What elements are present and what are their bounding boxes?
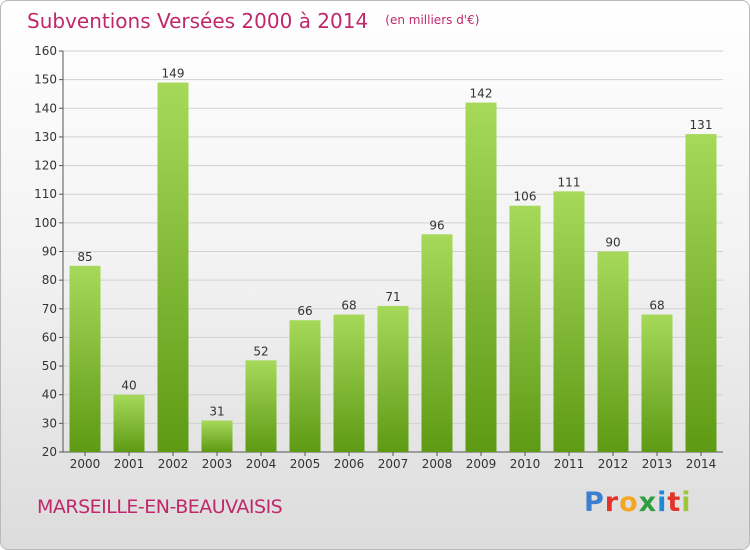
x-tick-label: 2000 bbox=[70, 457, 101, 471]
title-row: Subventions Versées 2000 à 2014 (en mill… bbox=[27, 9, 479, 33]
bar-value-label: 68 bbox=[649, 299, 664, 313]
bar-value-label: 131 bbox=[690, 118, 713, 132]
commune-name: MARSEILLE-EN-BEAUVAISIS bbox=[37, 496, 283, 518]
x-tick-label: 2009 bbox=[466, 457, 497, 471]
logo-letter: t bbox=[667, 487, 682, 518]
y-tick-label: 60 bbox=[42, 330, 57, 344]
x-tick-label: 2001 bbox=[114, 457, 145, 471]
bar-value-label: 149 bbox=[162, 67, 185, 81]
y-tick-label: 90 bbox=[42, 245, 57, 259]
bar-value-label: 85 bbox=[77, 250, 92, 264]
y-tick-label: 120 bbox=[34, 159, 57, 173]
bar-2001 bbox=[113, 394, 145, 452]
x-tick-label: 2011 bbox=[554, 457, 585, 471]
bar-2008 bbox=[421, 234, 453, 452]
bar-2006 bbox=[333, 314, 365, 452]
bar-2000 bbox=[69, 265, 101, 452]
bar-2005 bbox=[289, 320, 321, 452]
bar-2007 bbox=[377, 305, 409, 452]
bar-2013 bbox=[641, 314, 673, 452]
y-tick-label: 140 bbox=[34, 101, 57, 115]
logo-letter: o bbox=[619, 487, 639, 518]
x-tick-label: 2002 bbox=[158, 457, 189, 471]
bar-value-label: 52 bbox=[253, 344, 268, 358]
logo-letter: P bbox=[584, 487, 605, 518]
bar-2003 bbox=[201, 420, 233, 452]
bar-value-label: 68 bbox=[341, 299, 356, 313]
y-tick-label: 40 bbox=[42, 388, 57, 402]
logo-letter: i bbox=[657, 487, 668, 518]
bar-value-label: 31 bbox=[209, 404, 224, 418]
y-tick-label: 110 bbox=[34, 187, 57, 201]
bar-2010 bbox=[509, 205, 541, 452]
bar-value-label: 96 bbox=[429, 218, 444, 232]
y-tick-label: 30 bbox=[42, 416, 57, 430]
bar-2009 bbox=[465, 102, 497, 453]
y-tick-label: 50 bbox=[42, 359, 57, 373]
logo-letter: i bbox=[681, 487, 692, 518]
proxiti-logo: Proxiti bbox=[584, 487, 692, 518]
y-tick-label: 70 bbox=[42, 302, 57, 316]
logo-letter: x bbox=[638, 487, 658, 518]
chart-title: Subventions Versées 2000 à 2014 bbox=[27, 9, 369, 33]
bar-2012 bbox=[597, 251, 629, 452]
bar-value-label: 142 bbox=[470, 87, 493, 101]
bar-value-label: 90 bbox=[605, 236, 620, 250]
x-tick-label: 2003 bbox=[202, 457, 233, 471]
chart-unit: (en milliers d'€) bbox=[385, 13, 480, 27]
bar-2014 bbox=[685, 134, 717, 453]
bar-value-label: 66 bbox=[297, 304, 312, 318]
y-tick-label: 80 bbox=[42, 273, 57, 287]
x-tick-label: 2006 bbox=[334, 457, 365, 471]
bar-value-label: 71 bbox=[385, 290, 400, 304]
x-tick-label: 2014 bbox=[686, 457, 717, 471]
bar-value-label: 40 bbox=[121, 379, 136, 393]
x-tick-label: 2012 bbox=[598, 457, 629, 471]
x-tick-label: 2007 bbox=[378, 457, 409, 471]
bar-2004 bbox=[245, 360, 277, 452]
y-tick-label: 160 bbox=[34, 44, 57, 58]
bar-2002 bbox=[157, 82, 189, 452]
bar-value-label: 111 bbox=[558, 175, 581, 189]
x-tick-label: 2010 bbox=[510, 457, 541, 471]
logo-letter: r bbox=[604, 487, 620, 518]
x-tick-label: 2013 bbox=[642, 457, 673, 471]
y-tick-label: 150 bbox=[34, 73, 57, 87]
y-tick-label: 100 bbox=[34, 216, 57, 230]
y-tick-label: 20 bbox=[42, 445, 57, 459]
bar-value-label: 106 bbox=[514, 190, 537, 204]
x-tick-label: 2004 bbox=[246, 457, 277, 471]
y-tick-label: 130 bbox=[34, 130, 57, 144]
x-tick-label: 2005 bbox=[290, 457, 321, 471]
bar-2011 bbox=[553, 191, 585, 452]
x-tick-label: 2008 bbox=[422, 457, 453, 471]
